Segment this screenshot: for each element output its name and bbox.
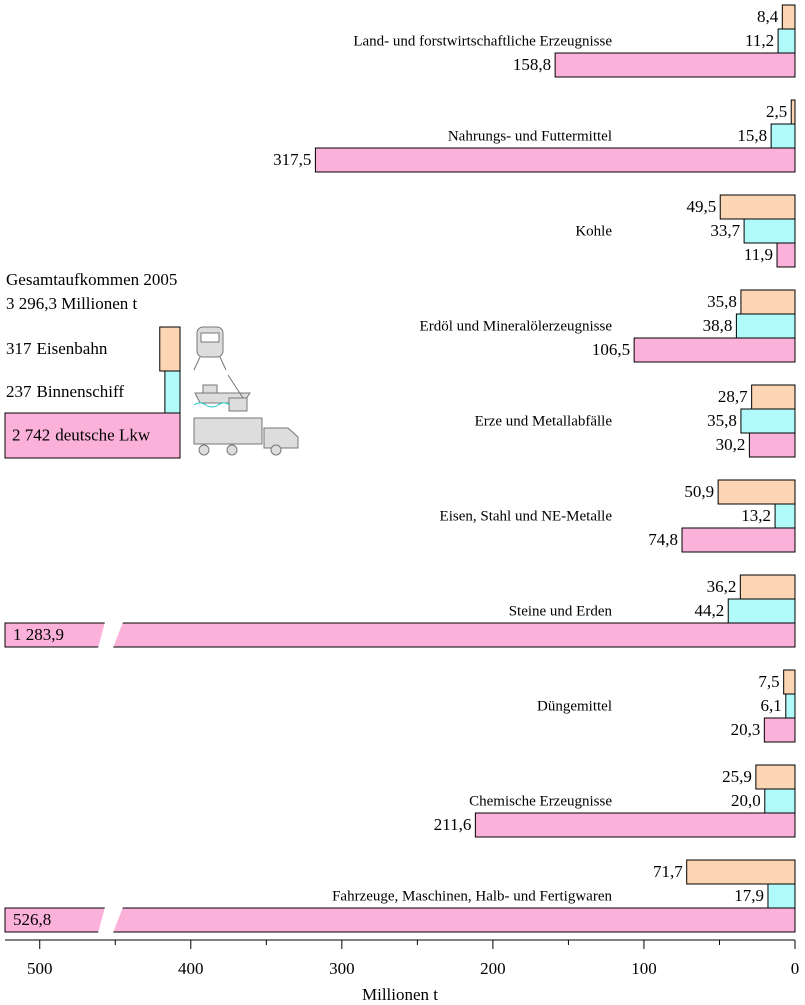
bar: [735, 313, 796, 339]
category-label: Nahrungs- und Futtermittel: [448, 128, 612, 144]
value-label: 11,2: [745, 31, 774, 50]
x-tick-label: 400: [178, 959, 204, 978]
legend-total: 2 742: [12, 425, 50, 444]
bar: [767, 883, 796, 909]
bar: [4, 622, 796, 648]
value-label: 20,3: [731, 720, 761, 739]
legend-total: 317: [6, 339, 32, 358]
legend-title: Gesamtaufkommen 2005: [6, 270, 177, 289]
value-label: 30,2: [716, 435, 746, 454]
bar: [743, 218, 796, 244]
value-label: 158,8: [513, 55, 551, 74]
legend-bar: [159, 326, 181, 372]
value-label: 35,8: [707, 292, 737, 311]
x-tick-label: 0: [791, 959, 800, 978]
x-axis-title: Millionen t: [362, 985, 438, 1004]
value-label: 8,4: [757, 7, 779, 26]
value-label: 17,9: [734, 886, 764, 905]
bar: [774, 503, 796, 529]
category-label: Eisen, Stahl und NE-Metalle: [440, 508, 613, 524]
value-label: 1 283,9: [13, 625, 64, 644]
value-label: 50,9: [684, 482, 714, 501]
bar: [777, 28, 796, 54]
value-label: 38,8: [703, 316, 733, 335]
value-label: 106,5: [592, 340, 630, 359]
value-label: 35,8: [707, 411, 737, 430]
category-label: Kohle: [575, 223, 612, 239]
value-label: 13,2: [741, 506, 771, 525]
axis-break: [98, 907, 123, 933]
value-label: 526,8: [13, 910, 51, 929]
bar: [740, 408, 796, 434]
value-label: 33,7: [710, 221, 740, 240]
legend-icons: [193, 326, 299, 456]
bar: [717, 479, 796, 505]
bar: [727, 598, 796, 624]
value-label: 20,0: [731, 791, 761, 810]
value-label: 36,2: [707, 577, 737, 596]
bar: [764, 788, 796, 814]
legend-total: 237: [6, 382, 32, 401]
category-label: Erze und Metallabfälle: [475, 413, 613, 429]
bar: [740, 289, 796, 315]
value-label: 15,8: [737, 126, 767, 145]
bar: [314, 147, 796, 173]
value-label: 25,9: [722, 767, 752, 786]
bar: [751, 384, 796, 410]
x-tick-label: 300: [329, 959, 355, 978]
value-label: 211,6: [434, 815, 472, 834]
bar: [633, 337, 796, 363]
x-tick-label: 500: [27, 959, 53, 978]
legend-entry: 2 742 deutsche Lkw: [12, 425, 151, 444]
bar: [474, 812, 796, 838]
value-label: 74,8: [648, 530, 678, 549]
category-label: Fahrzeuge, Maschinen, Halb- und Fertigwa…: [332, 888, 612, 904]
legend-bar: [4, 412, 181, 459]
bar: [781, 4, 796, 30]
legend-entry: 317 Eisenbahn: [6, 339, 108, 358]
value-label: 11,9: [744, 245, 773, 264]
bar: [739, 574, 796, 600]
value-label: 317,5: [273, 150, 311, 169]
value-label: 6,1: [761, 696, 782, 715]
x-tick-label: 100: [631, 959, 657, 978]
bar: [748, 432, 796, 458]
value-label: 2,5: [766, 102, 787, 121]
legend-entry: 237 Binnenschiff: [6, 382, 124, 401]
bar: [4, 907, 796, 933]
category-label: Steine und Erden: [509, 603, 613, 619]
bar: [719, 194, 796, 220]
legend-name: Eisenbahn: [37, 339, 108, 358]
bar: [686, 859, 796, 885]
category-label: Chemische Erzeugnisse: [469, 793, 612, 809]
value-label: 28,7: [718, 387, 748, 406]
category-label: Erdöl und Mineralölerzeugnisse: [420, 318, 613, 334]
legend-subtitle: 3 296,3 Millionen t: [6, 294, 138, 313]
bar: [790, 99, 796, 125]
value-label: 44,2: [694, 601, 724, 620]
bar: [755, 764, 796, 790]
axis-break: [98, 622, 123, 648]
bar: [554, 52, 796, 78]
legend-bar: [164, 370, 181, 414]
bar: [770, 123, 796, 149]
bar: [763, 717, 796, 743]
x-tick-label: 200: [480, 959, 506, 978]
bar: [785, 693, 796, 719]
value-label: 49,5: [686, 197, 716, 216]
value-label: 7,5: [758, 672, 779, 691]
value-label: 71,7: [653, 862, 683, 881]
bar: [681, 527, 796, 553]
legend-name: Binnenschiff: [37, 382, 125, 401]
legend-name: deutsche Lkw: [55, 425, 151, 444]
category-label: Land- und forstwirtschaftliche Erzeugnis…: [353, 33, 612, 49]
category-label: Düngemittel: [537, 698, 612, 714]
bar: [776, 242, 796, 268]
bar: [783, 669, 796, 695]
